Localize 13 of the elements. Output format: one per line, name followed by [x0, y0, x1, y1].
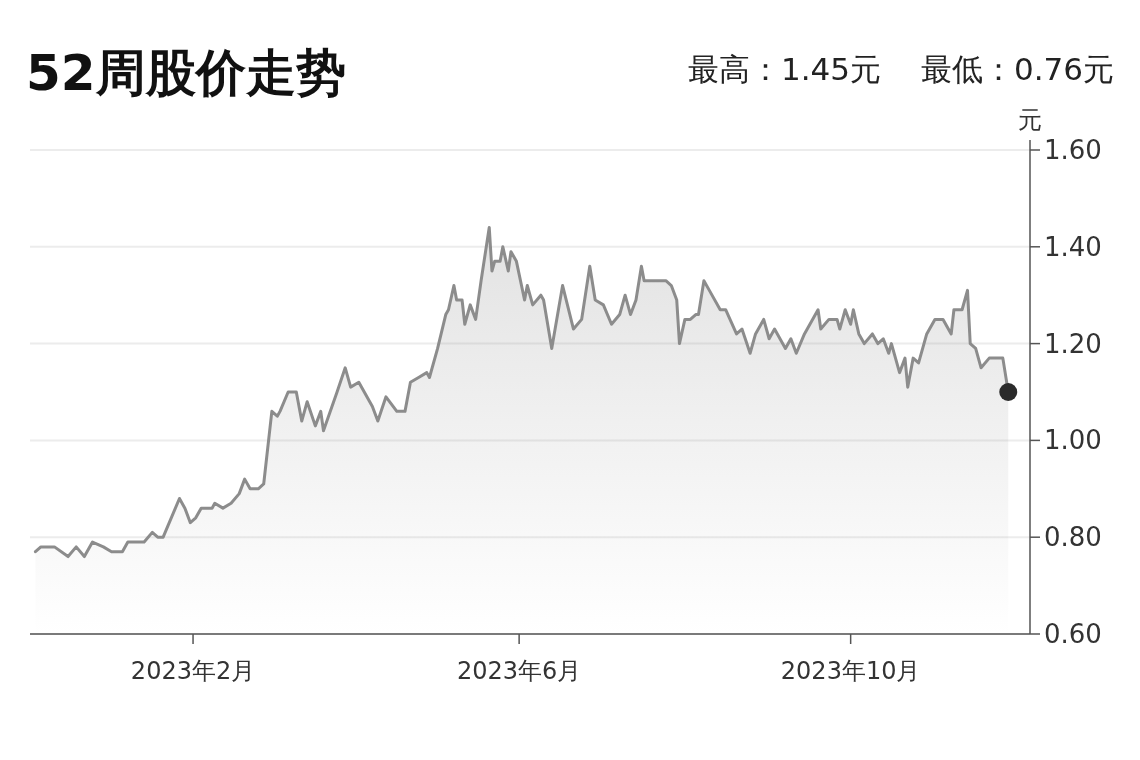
y-tick-label: 1.20 [1044, 328, 1102, 359]
text: 最高：1.45元 [687, 51, 881, 87]
y-tick-label: 1.40 [1044, 231, 1102, 262]
y-axis-title: 元 [1018, 106, 1042, 134]
y-tick-label: 1.60 [1044, 135, 1102, 165]
y-tick-label: 0.60 [1044, 619, 1102, 649]
x-tick-label: 2023年2月 [130, 657, 256, 685]
x-tick-label: 2023年10月 [780, 657, 921, 685]
y-tick-label: 0.80 [1044, 522, 1102, 553]
y-tick-label: 1.00 [1044, 425, 1102, 456]
x-tick-label: 2023年6月 [456, 657, 582, 685]
chart-title: 52周股价走势 [26, 44, 346, 102]
text: 最低：0.76元 [920, 51, 1114, 87]
